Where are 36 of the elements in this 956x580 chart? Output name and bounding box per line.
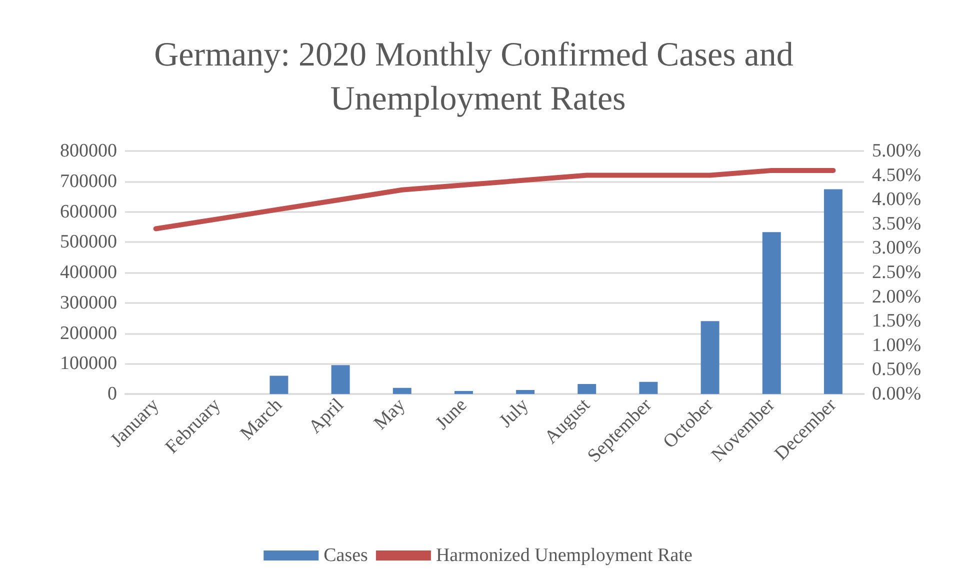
y2-tick-label: 4.50%: [872, 164, 922, 186]
chart-title: Germany: 2020 Monthly Confirmed Cases and Unemployment Rates: [154, 36, 802, 118]
bar: [824, 189, 842, 394]
bar: [392, 388, 412, 394]
y2-tick-label: 2.50%: [872, 262, 922, 283]
y2-tick-label: 4.00%: [872, 189, 922, 210]
y-tick-label: 400000: [60, 262, 117, 283]
bar: [578, 384, 596, 394]
bar: [762, 232, 781, 394]
y-tick-label: 700000: [60, 170, 117, 192]
y-tick-label: 100000: [60, 353, 117, 374]
bar: [516, 390, 535, 394]
y-tick-label: 300000: [60, 292, 117, 314]
y-tick-label: 800000: [60, 140, 117, 162]
x-tick-label: July: [495, 394, 534, 432]
y2-tick-label: 3.00%: [872, 238, 922, 259]
bar: [331, 365, 350, 394]
y-tick-label: 600000: [60, 201, 117, 222]
y2-tick-label: 2.00%: [872, 286, 922, 308]
x-tick-label: June: [432, 394, 472, 434]
y2-tick-label: 1.00%: [872, 334, 922, 356]
y-tick-label: 500000: [60, 232, 117, 253]
y2-tick-label: 3.50%: [872, 213, 922, 234]
y2-tick-label: 5.00%: [872, 140, 922, 162]
y2-tick-label: 0.00%: [872, 384, 922, 404]
bar: [700, 321, 720, 394]
bar: [639, 382, 658, 394]
legend-label: Harmonized Unemployment Rate: [436, 545, 692, 566]
y2-tick-label: 0.50%: [872, 359, 922, 380]
y-tick-label: 0: [108, 384, 117, 404]
y2-tick-label: 1.50%: [872, 310, 922, 332]
legend-label: Cases: [324, 545, 368, 566]
y-tick-label: 200000: [60, 322, 117, 344]
x-tick-label: May: [370, 394, 410, 434]
bar: [270, 376, 288, 394]
bar: [454, 390, 473, 394]
